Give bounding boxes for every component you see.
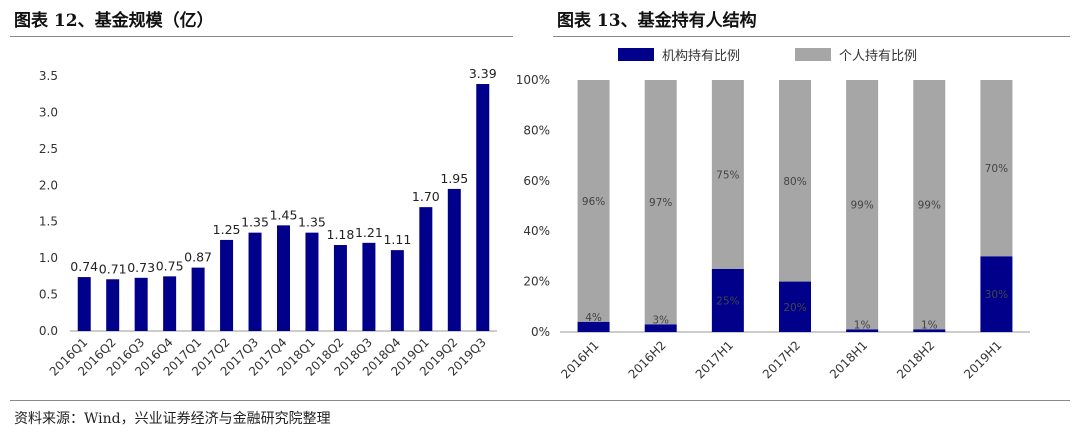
y-tick-label: 0.0 xyxy=(39,324,58,338)
data-label: 1.21 xyxy=(355,225,383,240)
bar xyxy=(362,242,376,331)
institutional-label: 25% xyxy=(716,296,739,308)
legend-swatch-institutional xyxy=(618,48,654,61)
y-tick-label: 3.5 xyxy=(39,69,58,83)
personal-label: 80% xyxy=(783,176,806,188)
left-title-rule xyxy=(10,36,513,37)
legend-label-personal: 个人持有比例 xyxy=(839,49,917,64)
bar-personal xyxy=(644,80,677,325)
institutional-label: 30% xyxy=(985,289,1008,301)
y-tick-label: 1.0 xyxy=(39,251,58,265)
y-tick-label: 3.0 xyxy=(39,105,58,119)
x-tick-label: 2018H1 xyxy=(827,338,870,381)
data-label: 3.39 xyxy=(469,66,497,81)
y-tick-label: 0% xyxy=(531,325,550,339)
data-label: 1.11 xyxy=(383,232,411,247)
x-tick-label: 2016H1 xyxy=(558,338,601,381)
source-rule xyxy=(10,400,1070,401)
bar-institutional xyxy=(711,269,744,332)
data-label: 1.25 xyxy=(213,222,241,237)
bar-personal xyxy=(846,80,879,330)
right-chart-title: 图表 13、基金持有人结构 xyxy=(557,11,757,31)
personal-label: 70% xyxy=(985,163,1008,175)
y-tick-label: 60% xyxy=(523,174,550,188)
bar xyxy=(305,232,319,331)
bar xyxy=(390,250,404,331)
source-note: 资料来源：Wind，兴业证券经济与金融研究院整理 xyxy=(14,411,331,427)
bar xyxy=(163,276,177,331)
data-label: 0.74 xyxy=(70,259,98,274)
y-tick-label: 100% xyxy=(516,73,550,87)
bar-personal xyxy=(711,80,744,269)
bar-personal xyxy=(980,80,1013,257)
bar xyxy=(476,84,490,331)
y-tick-label: 0.5 xyxy=(39,288,58,302)
bar-institutional xyxy=(980,256,1013,332)
bar xyxy=(447,188,461,331)
x-tick-label: 2017H2 xyxy=(760,338,803,381)
data-label: 0.73 xyxy=(127,260,155,275)
bar-personal xyxy=(913,80,946,330)
bar-institutional xyxy=(913,329,946,332)
institutional-label: 1% xyxy=(921,319,938,331)
bar xyxy=(333,245,347,331)
x-tick-label: 2017H1 xyxy=(693,338,736,381)
personal-label: 96% xyxy=(582,196,605,208)
y-tick-label: 1.5 xyxy=(39,215,58,229)
data-label: 1.70 xyxy=(412,189,440,204)
data-label: 0.87 xyxy=(184,250,212,265)
bar xyxy=(134,277,148,331)
bar-institutional xyxy=(846,329,879,332)
institutional-label: 20% xyxy=(783,302,806,314)
bar-institutional xyxy=(644,324,677,332)
data-label: 1.95 xyxy=(440,171,468,186)
bar xyxy=(220,239,234,331)
data-label: 1.45 xyxy=(270,207,298,222)
institutional-label: 1% xyxy=(854,319,871,331)
bar-institutional xyxy=(779,281,811,332)
personal-label: 99% xyxy=(850,200,873,212)
bar xyxy=(106,279,120,331)
y-tick-label: 20% xyxy=(523,275,550,289)
bar-institutional xyxy=(577,321,610,332)
x-tick-label: 2019H1 xyxy=(961,338,1004,381)
bar xyxy=(248,232,262,331)
personal-label: 99% xyxy=(918,200,941,212)
personal-label: 75% xyxy=(716,170,739,182)
data-label: 1.18 xyxy=(327,227,355,242)
data-label: 1.35 xyxy=(298,215,326,230)
data-label: 0.75 xyxy=(156,258,184,273)
bar xyxy=(277,225,290,331)
bar-personal xyxy=(577,80,610,322)
data-label: 1.35 xyxy=(241,215,269,230)
y-tick-label: 80% xyxy=(523,123,550,137)
legend-label-institutional: 机构持有比例 xyxy=(662,49,740,64)
institutional-label: 3% xyxy=(652,314,669,326)
x-tick-label: 2016H2 xyxy=(626,338,669,381)
left-chart-title: 图表 12、基金规模（亿） xyxy=(14,11,214,31)
y-tick-label: 40% xyxy=(523,224,550,238)
personal-label: 97% xyxy=(649,197,672,209)
bar-personal xyxy=(779,80,811,282)
bar xyxy=(77,277,91,331)
y-tick-label: 2.5 xyxy=(39,142,58,156)
bar xyxy=(419,207,433,331)
institutional-label: 4% xyxy=(585,312,602,324)
right-title-rule xyxy=(553,36,1070,37)
x-tick-label: 2018H2 xyxy=(894,338,937,381)
data-label: 0.71 xyxy=(99,261,127,276)
legend-swatch-personal xyxy=(795,48,831,61)
bar xyxy=(191,267,205,331)
y-tick-label: 2.0 xyxy=(39,178,58,192)
